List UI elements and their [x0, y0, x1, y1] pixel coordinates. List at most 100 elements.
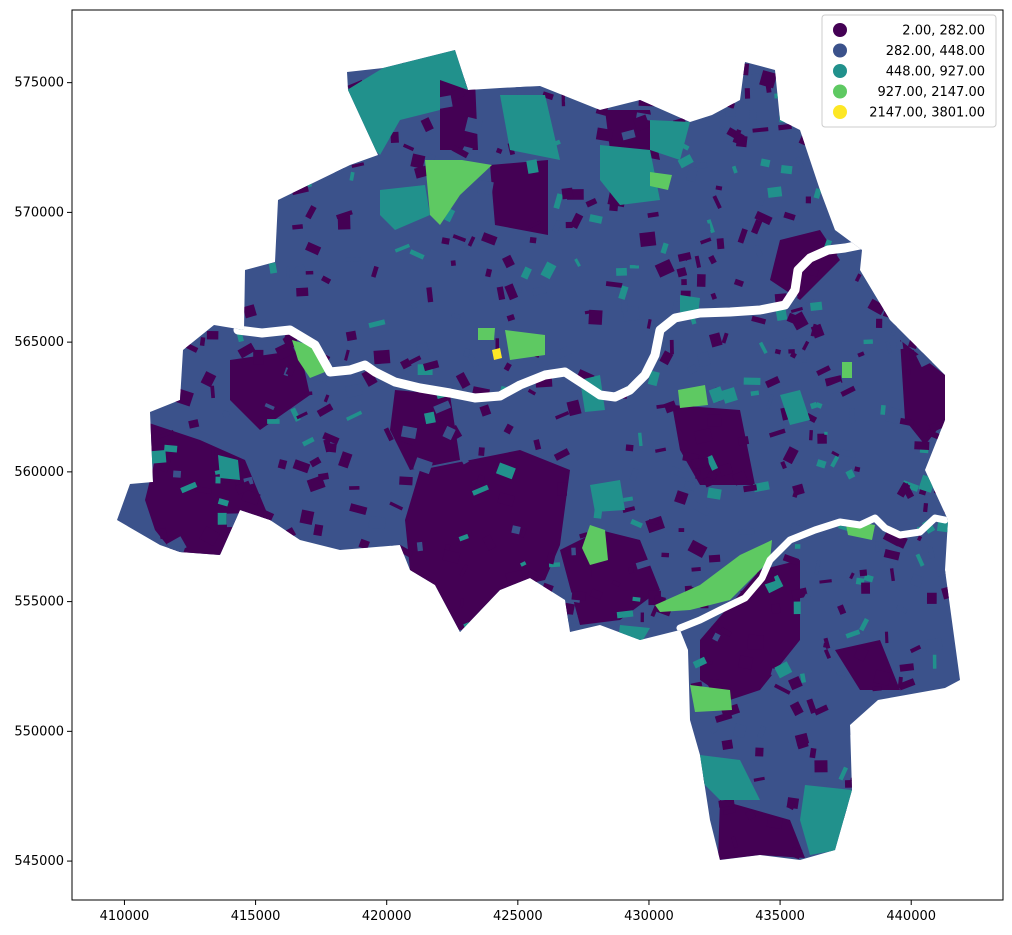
district-cell	[305, 241, 322, 256]
district-cell	[646, 319, 652, 329]
district-cell	[694, 255, 702, 268]
district-cell	[584, 310, 591, 315]
district-cell	[797, 742, 809, 750]
district-cell	[242, 304, 257, 319]
district-cell	[462, 144, 473, 155]
district-cell	[413, 457, 433, 475]
district-cell	[629, 265, 639, 269]
district-cell	[305, 205, 317, 220]
district-cell	[838, 766, 849, 781]
x-tick-label: 425000	[493, 909, 543, 924]
district-cell	[884, 631, 889, 644]
district-cell	[737, 228, 748, 244]
region-green-city	[505, 330, 545, 360]
district-cell	[791, 587, 808, 600]
district-cell	[681, 279, 687, 286]
district-cell	[471, 484, 489, 496]
district-cell	[164, 444, 178, 453]
district-cell	[520, 561, 527, 567]
district-cell	[909, 350, 914, 361]
district-cell	[916, 535, 923, 542]
district-cell	[485, 268, 493, 278]
district-cell	[557, 482, 568, 496]
district-cell	[309, 456, 322, 468]
district-cell	[411, 303, 418, 309]
district-cell	[786, 801, 796, 811]
district-cell	[566, 399, 582, 417]
region-green-north	[425, 160, 492, 225]
district-cell	[765, 394, 774, 410]
district-cell	[780, 164, 793, 175]
district-cell	[754, 210, 773, 226]
district-cell	[709, 332, 723, 348]
district-cell	[836, 670, 849, 678]
district-cell	[317, 472, 330, 481]
district-cell	[732, 470, 748, 486]
district-cell	[751, 219, 763, 235]
district-cell	[660, 242, 669, 255]
district-cell	[237, 342, 256, 359]
district-cell	[630, 518, 643, 529]
district-cell	[859, 618, 870, 632]
district-cell	[482, 534, 497, 551]
district-cell	[210, 448, 215, 459]
y-tick-label: 545000	[14, 854, 64, 869]
district-cell	[708, 554, 721, 563]
district-cell	[527, 388, 537, 396]
district-cell	[910, 573, 924, 588]
district-cell	[150, 449, 167, 464]
district-cell	[839, 449, 857, 458]
district-cell	[571, 547, 576, 556]
district-cell	[845, 629, 861, 639]
district-cell	[546, 552, 556, 565]
district-cell	[655, 447, 667, 453]
district-cell	[299, 509, 315, 526]
district-cell	[616, 267, 627, 276]
district-cell	[460, 456, 469, 465]
district-cell	[368, 319, 386, 329]
district-cell	[670, 466, 689, 479]
district-cell	[778, 337, 794, 351]
district-cell	[899, 663, 915, 672]
district-cell	[923, 502, 929, 513]
district-cell	[423, 360, 440, 372]
district-cell	[849, 408, 856, 424]
legend-marker	[833, 23, 847, 37]
region-purple-north-2	[490, 160, 548, 235]
region-teal-east	[780, 390, 810, 425]
district-cell	[753, 776, 765, 782]
district-cell	[553, 448, 570, 461]
district-cell	[789, 846, 803, 860]
district-cell	[712, 632, 721, 642]
district-cell	[780, 461, 787, 470]
district-cell	[313, 524, 324, 537]
district-cell	[696, 351, 711, 368]
district-cell	[711, 624, 720, 633]
district-cell	[885, 340, 892, 354]
district-cell	[452, 234, 467, 243]
district-cell	[200, 371, 217, 388]
district-cell	[687, 364, 699, 375]
district-cell	[880, 405, 886, 415]
district-cell	[750, 390, 760, 396]
district-cell	[825, 381, 844, 396]
district-cell	[349, 171, 355, 181]
district-cell	[927, 546, 935, 559]
district-cell	[253, 349, 264, 365]
x-tick-label: 415000	[231, 909, 281, 924]
district-cell	[540, 261, 557, 280]
district-cell	[458, 533, 469, 542]
x-tick-label: 440000	[886, 909, 936, 924]
y-tick-label: 550000	[14, 724, 64, 739]
district-cell	[351, 162, 365, 169]
district-cell	[304, 391, 313, 396]
legend-label: 927.00, 2147.00	[877, 85, 985, 100]
district-cell	[495, 338, 499, 352]
district-cell	[678, 528, 685, 533]
district-cell	[736, 135, 748, 148]
district-cell	[648, 519, 659, 525]
district-cell	[277, 459, 288, 470]
district-cell	[589, 588, 603, 600]
district-cell	[814, 560, 821, 575]
